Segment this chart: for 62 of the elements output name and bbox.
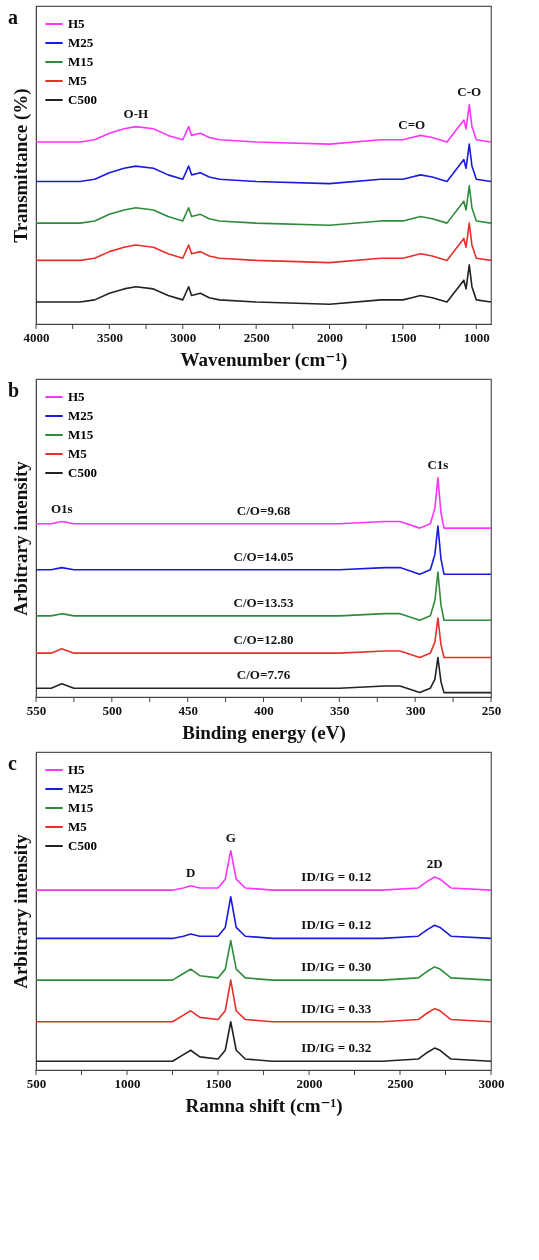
y-axis-title: Transmittance (%) bbox=[9, 88, 32, 243]
annotation: ID/IG = 0.30 bbox=[301, 959, 372, 975]
x-tick-label: 400 bbox=[254, 702, 274, 718]
legend-label: M25 bbox=[68, 408, 94, 423]
annotation: C/O=13.53 bbox=[233, 594, 294, 610]
x-tick-label: 250 bbox=[481, 702, 502, 718]
annotation: C1s bbox=[427, 456, 449, 472]
legend-label: H5 bbox=[68, 389, 86, 404]
legend-label: M15 bbox=[68, 54, 94, 69]
annotation: C/O=7.76 bbox=[236, 667, 291, 683]
legend-label: M25 bbox=[68, 781, 94, 796]
x-tick-label: 300 bbox=[405, 702, 426, 718]
annotation: C=O bbox=[398, 116, 426, 132]
chart-title: a bbox=[8, 6, 18, 28]
legend-label: C500 bbox=[68, 92, 97, 107]
x-tick-label: 550 bbox=[26, 702, 47, 718]
legend-label: M5 bbox=[68, 73, 88, 88]
x-tick-label: 3000 bbox=[170, 329, 197, 345]
legend-label: M15 bbox=[68, 800, 94, 815]
x-tick-label: 1000 bbox=[114, 1075, 141, 1091]
annotation: ID/IG = 0.12 bbox=[301, 917, 372, 933]
legend-label: C500 bbox=[68, 838, 97, 853]
annotation: 2D bbox=[426, 856, 443, 872]
y-axis-title: Arbitrary intensity bbox=[9, 460, 31, 616]
annotation: ID/IG = 0.32 bbox=[301, 1040, 372, 1056]
legend-label: C500 bbox=[68, 465, 97, 480]
x-tick-label: 500 bbox=[26, 1075, 47, 1091]
annotation: C-O bbox=[457, 83, 482, 99]
y-axis-title: Arbitrary intensity bbox=[9, 833, 31, 989]
legend-label: M15 bbox=[68, 427, 94, 442]
x-tick-label: 1000 bbox=[463, 329, 490, 345]
x-tick-label: 1500 bbox=[205, 1075, 232, 1091]
annotation: G bbox=[225, 829, 236, 845]
x-tick-label: 3000 bbox=[478, 1075, 505, 1091]
legend-label: M25 bbox=[68, 35, 94, 50]
chart-title: b bbox=[8, 379, 20, 401]
x-tick-label: 350 bbox=[330, 702, 350, 718]
legend-label: H5 bbox=[68, 762, 86, 777]
annotation: ID/IG = 0.33 bbox=[301, 1000, 372, 1016]
x-tick-label: 2000 bbox=[296, 1075, 323, 1091]
legend-label: M5 bbox=[68, 446, 88, 461]
annotation: D bbox=[186, 864, 196, 880]
x-tick-label: 2500 bbox=[243, 329, 270, 345]
x-axis-title: Binding energy (eV) bbox=[182, 721, 346, 744]
annotation: O-H bbox=[123, 105, 149, 121]
annotation: ID/IG = 0.12 bbox=[301, 869, 372, 885]
annotation: O1s bbox=[50, 500, 73, 516]
legend-label: M5 bbox=[68, 819, 88, 834]
x-axis-title: Ramna shift (cm⁻¹) bbox=[185, 1094, 343, 1117]
x-axis-title: Wavenumber (cm⁻¹) bbox=[180, 348, 348, 371]
x-tick-label: 450 bbox=[178, 702, 198, 718]
annotation: C/O=12.80 bbox=[233, 632, 294, 648]
x-tick-label: 3500 bbox=[96, 329, 123, 345]
x-tick-label: 2500 bbox=[387, 1075, 414, 1091]
x-tick-label: 4000 bbox=[23, 329, 50, 345]
x-tick-label: 1500 bbox=[390, 329, 417, 345]
x-tick-label: 500 bbox=[102, 702, 123, 718]
annotation: C/O=14.05 bbox=[233, 548, 294, 564]
annotation: C/O=9.68 bbox=[236, 502, 291, 518]
legend-label: H5 bbox=[68, 16, 86, 31]
chart-title: c bbox=[8, 752, 17, 774]
x-tick-label: 2000 bbox=[317, 329, 344, 345]
